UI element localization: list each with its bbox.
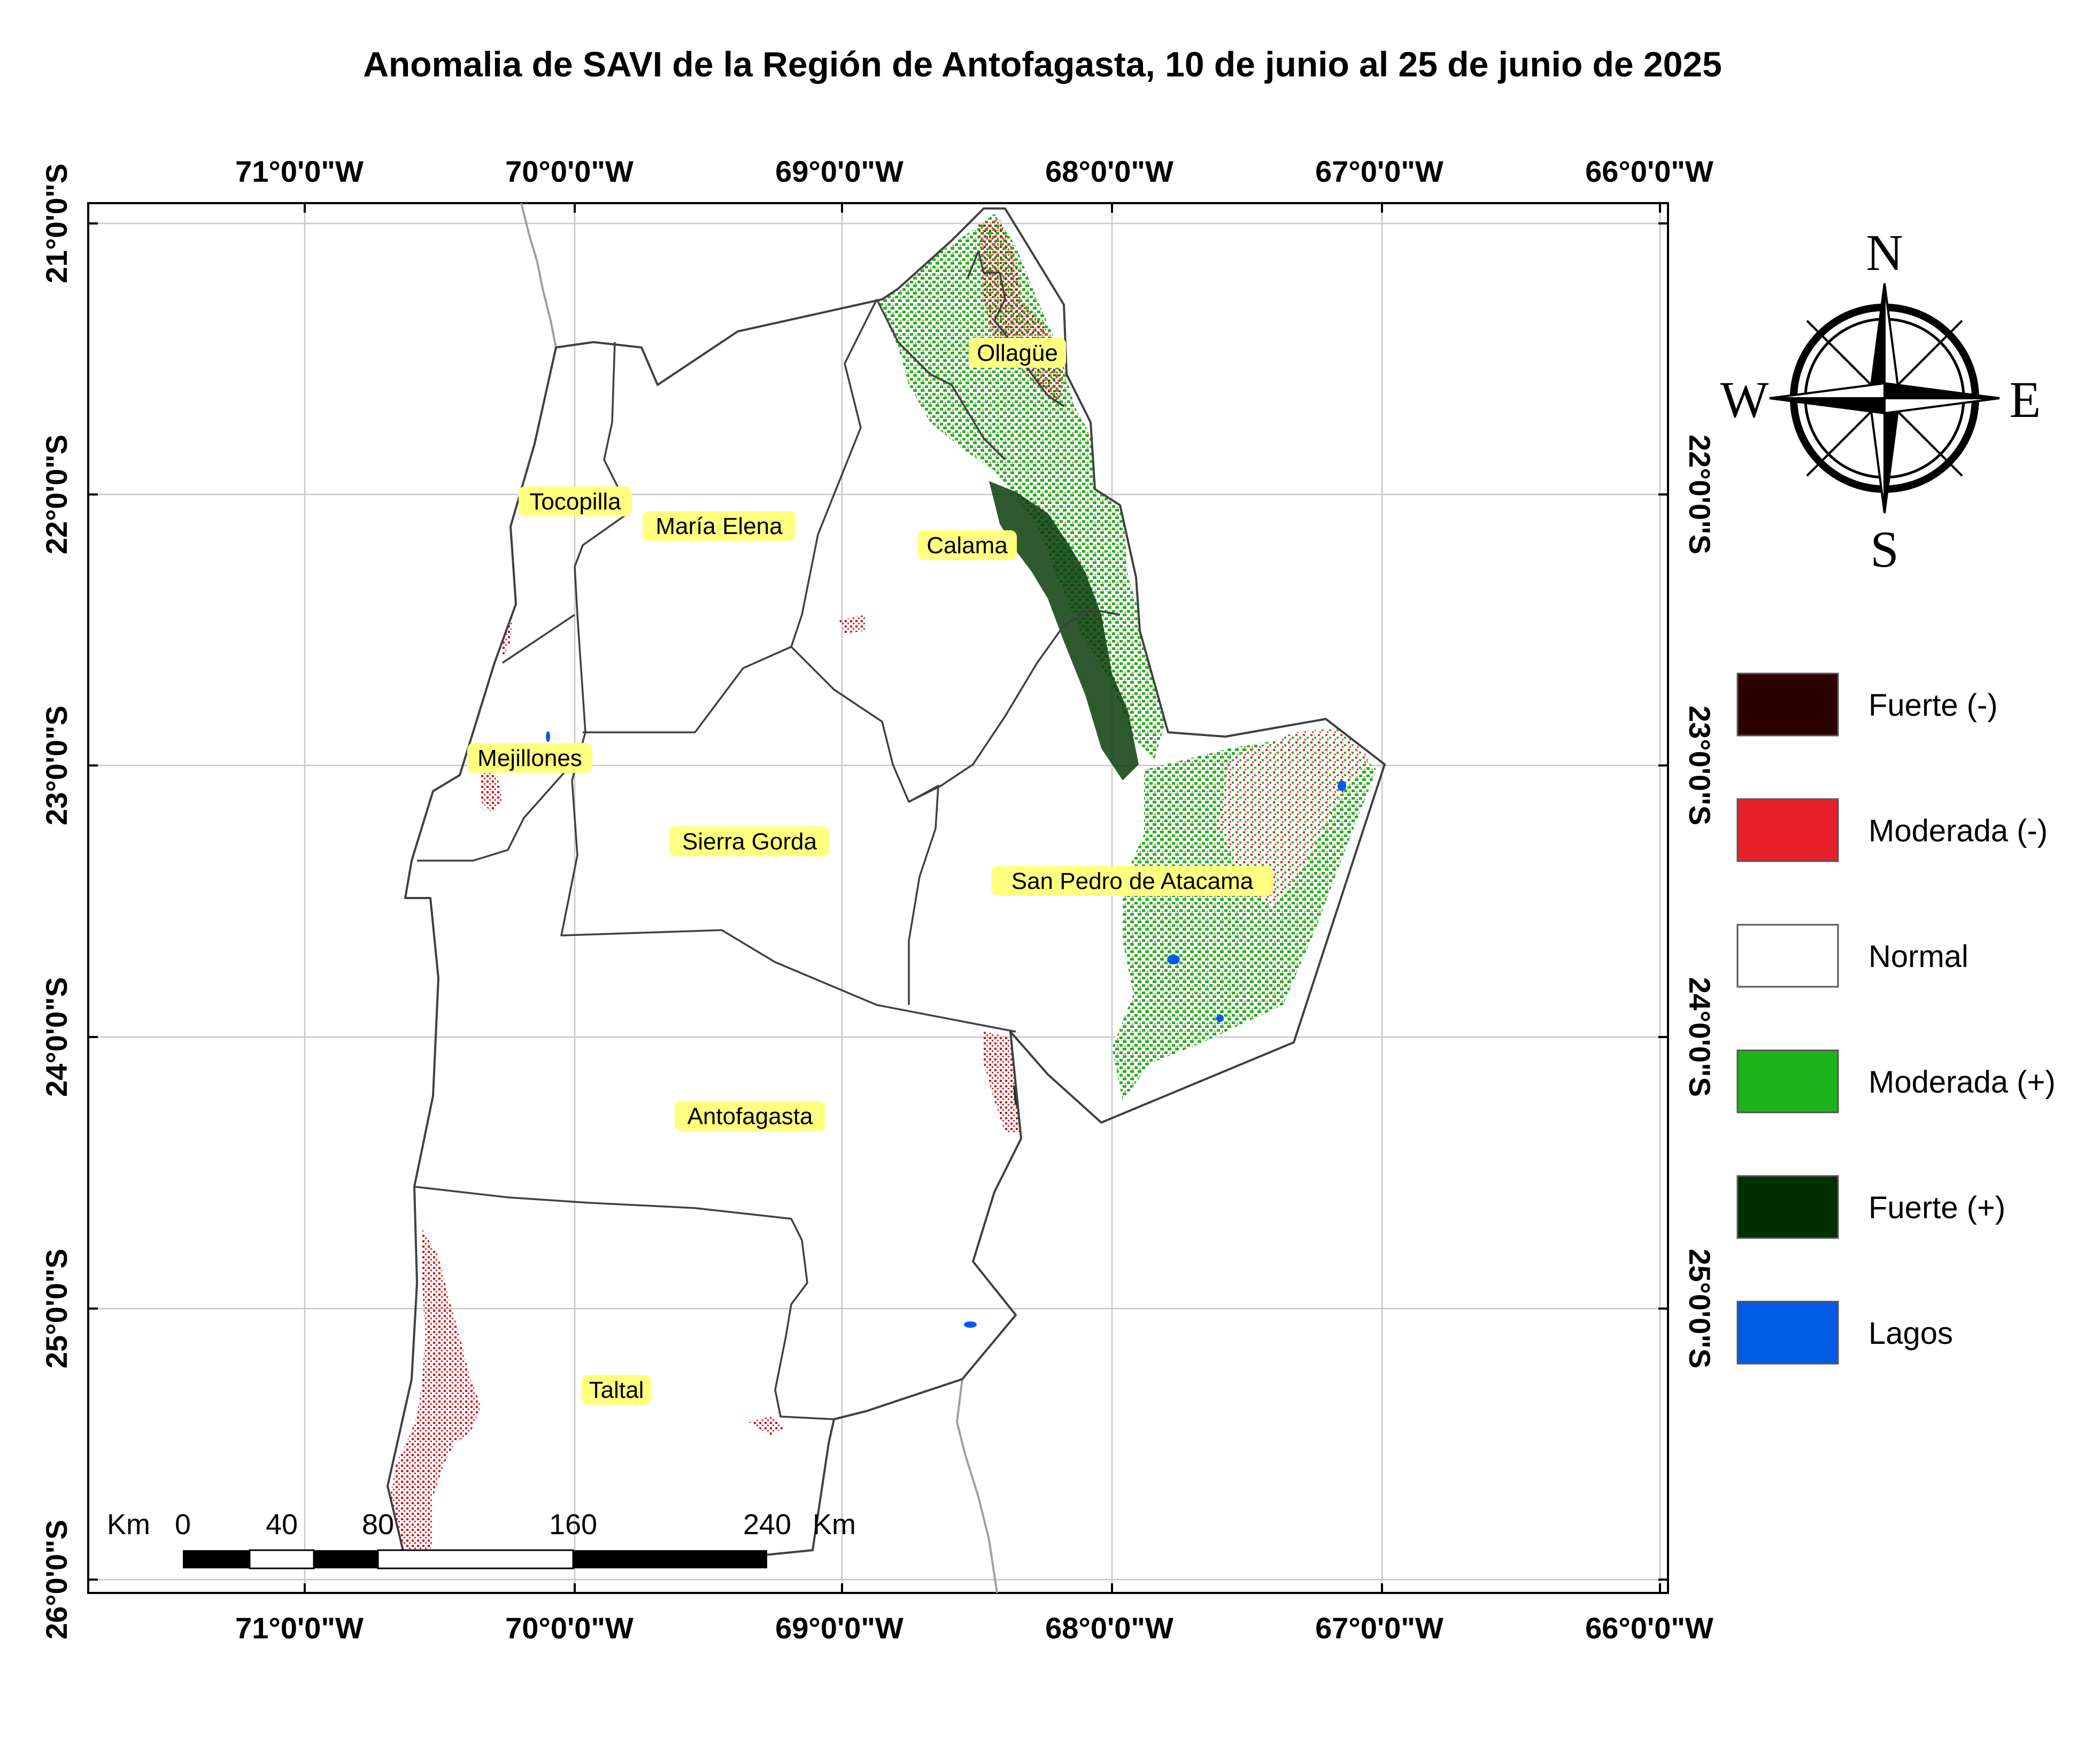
lat-label-right: 24°0'0"S — [1683, 977, 1717, 1097]
lon-label-bottom: 67°0'0"W — [1315, 1611, 1443, 1645]
lat-label-left: 21°0'0"S — [40, 164, 73, 283]
commune-label: Calama — [926, 532, 1008, 559]
lon-label-top: 69°0'0"W — [775, 154, 904, 188]
legend-label: Fuerte (-) — [1868, 688, 1998, 723]
anomaly-moderate-negative-taltal-coast — [390, 1229, 481, 1561]
anomaly-strong-positive-calama — [989, 481, 1139, 780]
anomaly-moderate-negative-mejillones — [481, 770, 503, 813]
compass-label-n: N — [1866, 224, 1903, 281]
compass-cardinal-points — [1769, 283, 2000, 514]
map-frame — [87, 202, 1669, 1594]
lon-label-bottom: 66°0'0"W — [1585, 1611, 1713, 1645]
commune-boundaries — [414, 250, 1121, 1420]
commune-label: San Pedro de Atacama — [1011, 868, 1254, 894]
lake-feature — [1338, 780, 1346, 791]
lat-label-left: 26°0'0"S — [40, 1520, 73, 1639]
commune-label: Ollagüe — [977, 340, 1058, 366]
lon-label-bottom: 69°0'0"W — [775, 1611, 904, 1645]
scale-bar: Km 0 40 80 160 240 Km — [107, 1508, 856, 1569]
commune-labels: Ollagüe Tocopilla María Elena Calama Mej… — [467, 338, 1273, 1405]
commune-label: Sierra Gorda — [682, 829, 817, 855]
lat-label-right: 25°0'0"S — [1683, 1249, 1717, 1368]
label-mejillones: Mejillones — [467, 743, 592, 773]
scale-segment — [249, 1549, 315, 1569]
lat-label-right: 22°0'0"S — [1683, 435, 1717, 554]
lon-label-bottom: 70°0'0"W — [505, 1611, 634, 1645]
anomaly-moderate-negative-inland-taltal — [748, 1417, 786, 1435]
legend-swatch — [1736, 924, 1839, 988]
lat-label-left: 25°0'0"S — [40, 1249, 73, 1368]
scale-segment — [183, 1550, 250, 1568]
commune-label: Tocopilla — [529, 489, 621, 515]
scale-unit-right: Km — [813, 1508, 856, 1541]
commune-label: Mejillones — [477, 745, 582, 771]
lat-label-right: 23°0'0"S — [1683, 706, 1717, 825]
lon-label-top: 70°0'0"W — [505, 154, 634, 188]
legend-label: Normal — [1868, 939, 1968, 974]
legend-swatch — [1736, 1301, 1839, 1365]
scale-tick-label: 40 — [266, 1508, 298, 1541]
scale-tick-label: 80 — [362, 1508, 394, 1541]
graticule-lines — [88, 203, 1668, 1593]
graticule-labels-bottom: 71°0'0"W 70°0'0"W 69°0'0"W 68°0'0"W 67°0… — [235, 1611, 1713, 1645]
label-maria-elena: María Elena — [643, 511, 796, 541]
label-taltal: Taltal — [582, 1375, 651, 1405]
lon-label-bottom: 68°0'0"W — [1045, 1611, 1173, 1645]
north-arrow: N S E W — [1720, 224, 2041, 578]
lat-label-left: 23°0'0"S — [40, 706, 73, 825]
scale-tick-label: 0 — [175, 1508, 191, 1541]
legend: Fuerte (-) Moderada (-) Normal Moderada … — [1736, 672, 2056, 1365]
scale-tick-label: 160 — [549, 1508, 597, 1541]
lat-label-left: 24°0'0"S — [40, 977, 73, 1097]
lon-label-bottom: 71°0'0"W — [235, 1611, 364, 1645]
legend-label: Moderada (+) — [1868, 1065, 2056, 1100]
commune-label: María Elena — [655, 513, 783, 539]
label-antofagasta: Antofagasta — [675, 1101, 825, 1131]
lon-label-top: 67°0'0"W — [1315, 154, 1443, 188]
label-sierra-gorda: Sierra Gorda — [669, 826, 830, 856]
scale-segment — [314, 1550, 378, 1568]
compass-label-w: W — [1720, 371, 1769, 428]
scale-tick-label: 240 — [743, 1508, 791, 1541]
lon-label-top: 66°0'0"W — [1585, 154, 1713, 188]
map-title: Anomalia de SAVI de la Región de Antofag… — [363, 44, 1722, 84]
label-san-pedro: San Pedro de Atacama — [991, 866, 1273, 896]
savi-anomaly-raster — [390, 214, 1377, 1561]
label-ollague: Ollagüe — [969, 338, 1066, 368]
scale-segment — [377, 1549, 574, 1569]
lon-label-top: 71°0'0"W — [235, 154, 364, 188]
legend-label: Fuerte (+) — [1868, 1190, 2005, 1225]
lon-label-top: 68°0'0"W — [1045, 154, 1173, 188]
lake-feature — [1167, 955, 1180, 964]
lake-feature — [546, 731, 550, 742]
commune-label: Taltal — [589, 1377, 644, 1403]
lat-label-left: 22°0'0"S — [40, 435, 73, 554]
graticule-labels-right: 22°0'0"S 23°0'0"S 24°0'0"S 25°0'0"S — [1683, 435, 1717, 1368]
country-boundary — [520, 203, 998, 1593]
commune-label: Antofagasta — [688, 1103, 813, 1129]
compass-label-e: E — [2010, 371, 2041, 428]
legend-swatch — [1736, 1175, 1839, 1239]
frame-ticks — [88, 203, 1668, 1593]
graticule-labels-top: 71°0'0"W 70°0'0"W 69°0'0"W 68°0'0"W 67°0… — [235, 154, 1713, 188]
lake-feature — [1216, 1015, 1224, 1022]
compass-label-s: S — [1870, 521, 1898, 578]
legend-swatch — [1736, 1049, 1839, 1113]
legend-label: Lagos — [1868, 1316, 1953, 1351]
label-tocopilla: Tocopilla — [519, 486, 632, 516]
scale-unit-left: Km — [107, 1508, 150, 1541]
legend-swatch — [1736, 798, 1839, 862]
anomaly-moderate-negative-calama — [839, 615, 866, 633]
graticule-labels-left: 21°0'0"S 22°0'0"S 23°0'0"S 24°0'0"S 25°0… — [40, 164, 73, 1639]
scale-segment — [573, 1550, 767, 1568]
label-calama: Calama — [917, 530, 1017, 560]
legend-swatch — [1736, 672, 1839, 737]
anomaly-moderate-negative-east — [1219, 727, 1369, 909]
lake-feature — [964, 1321, 977, 1328]
legend-label: Moderada (-) — [1868, 814, 2048, 848]
